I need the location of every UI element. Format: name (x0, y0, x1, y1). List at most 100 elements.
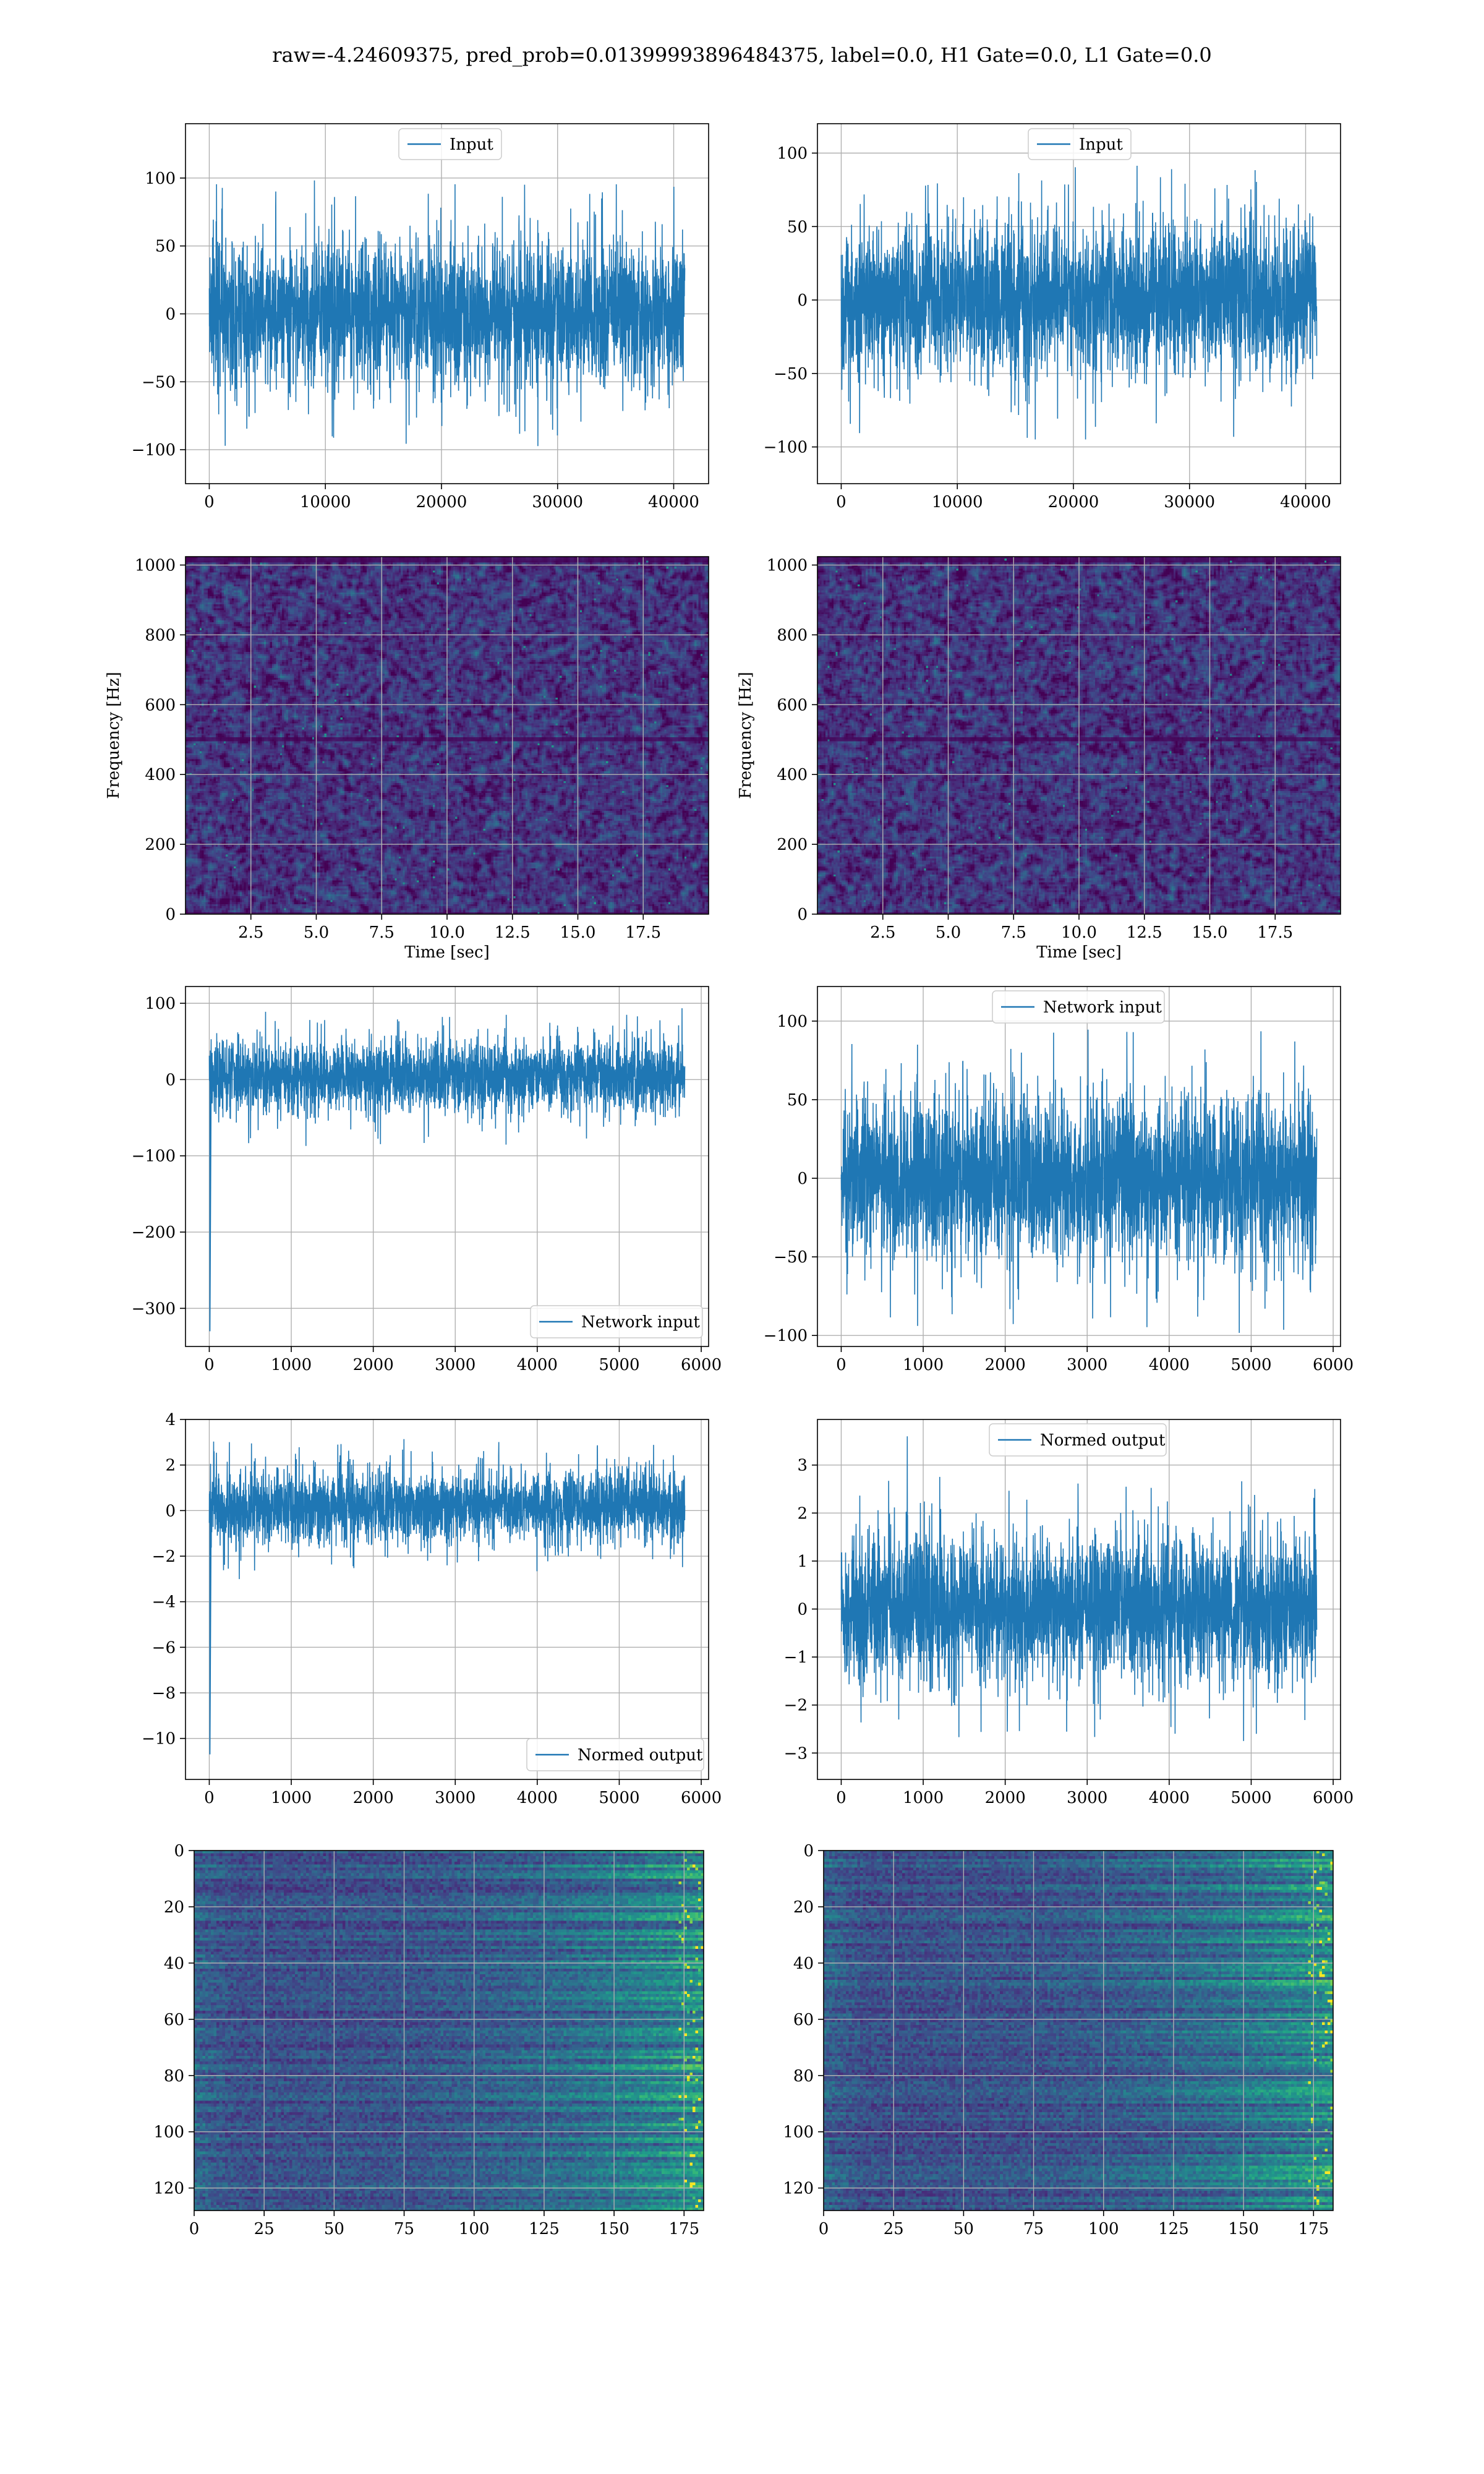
x-tick-label: 10000 (300, 493, 351, 511)
x-tick-label: 4000 (517, 1789, 558, 1807)
x-tick-label: 1000 (903, 1789, 944, 1807)
x-tick-label: 100 (1088, 2220, 1119, 2238)
y-tick-label: 200 (145, 836, 176, 854)
subplot-input_h1: 0 10000 20000 30000 40000 −100 −50 0 50 100 Input (132, 123, 709, 511)
series-line (840, 165, 1318, 440)
x-tick-label: 7.5 (1001, 923, 1026, 942)
x-axis-label: Time [sec] (404, 943, 490, 962)
y-tick-label: −300 (132, 1299, 176, 1318)
x-tick-label: 50 (324, 2220, 344, 2238)
y-tick-label: 600 (145, 696, 176, 714)
subplot-net_h1: 0 1000 2000 3000 4000 5000 6000 −300 −200 −100 0 10… (132, 986, 722, 1374)
plot-area (186, 1419, 709, 1779)
x-tick-label: 0 (836, 1356, 846, 1374)
legend: Input (398, 128, 502, 160)
y-tick-label: −4 (152, 1593, 176, 1612)
x-tick-label: 175 (1298, 2220, 1329, 2238)
y-axis-label: Frequency [Hz] (104, 672, 123, 799)
series-line (840, 1436, 1318, 1741)
y-tick-label: −100 (132, 1147, 176, 1166)
legend-label: Network input (581, 1313, 700, 1332)
subplot-spec_l1: 2.5 5.0 7.5 10.0 12.5 15.0 17.5 0 200 400 600 800 10… (736, 556, 1341, 962)
x-tick-label: 12.5 (495, 923, 531, 942)
y-tick-label: −50 (142, 373, 176, 392)
x-tick-label: 5000 (1230, 1356, 1271, 1374)
axes-frame (817, 1419, 1341, 1780)
legend: Network input (530, 1305, 703, 1338)
y-tick-label: 400 (777, 766, 808, 784)
legend: Input (1028, 128, 1132, 160)
axes-frame (185, 123, 709, 484)
y-tick-label: 0 (174, 1842, 184, 1860)
x-tick-label: 3000 (1067, 1789, 1107, 1807)
x-tick-label: 150 (1228, 2220, 1259, 2238)
x-tick-label: 0 (204, 493, 215, 511)
x-tick-label: 0 (819, 2220, 829, 2238)
legend-label: Normed output (578, 1746, 703, 1765)
y-tick-label: −50 (774, 1248, 808, 1267)
x-tick-label: 100 (459, 2220, 490, 2238)
subplot-spec_h1: 2.5 5.0 7.5 10.0 12.5 15.0 17.5 0 200 400 600 800 10… (104, 556, 709, 962)
x-tick-label: 6000 (681, 1789, 722, 1807)
x-tick-label: 50 (953, 2220, 974, 2238)
y-tick-label: −10 (142, 1730, 176, 1748)
y-tick-label: 2 (797, 1504, 808, 1523)
y-tick-label: 0 (797, 905, 808, 924)
y-tick-label: 120 (783, 2180, 814, 2198)
figure-suptitle: raw=-4.24609375, pred_prob=0.01399993896… (272, 43, 1212, 67)
legend: Normed output (989, 1423, 1167, 1457)
axes-frame (185, 1419, 709, 1780)
x-tick-label: 0 (204, 1789, 215, 1807)
y-tick-label: 80 (164, 2067, 184, 2086)
y-tick-label: 1 (797, 1552, 808, 1571)
x-tick-label: 2000 (353, 1789, 394, 1807)
subplot-input_l1: 0 10000 20000 30000 40000 −100 −50 0 50 100 Input (764, 123, 1341, 511)
x-tick-label: 15.0 (560, 923, 596, 942)
x-tick-label: 150 (599, 2220, 629, 2238)
y-tick-label: 20 (793, 1898, 814, 1917)
x-tick-label: 1000 (271, 1356, 312, 1374)
y-tick-label: 200 (777, 836, 808, 854)
x-tick-label: 4000 (517, 1356, 558, 1374)
y-tick-label: 0 (797, 1601, 808, 1619)
x-tick-label: 12.5 (1127, 923, 1162, 942)
y-tick-label: 0 (797, 1170, 808, 1188)
x-tick-label: 7.5 (369, 923, 394, 942)
axes-frame (185, 986, 709, 1347)
heatmap-image (824, 1851, 1333, 2211)
y-tick-label: 80 (793, 2067, 814, 2086)
x-tick-label: 15.0 (1192, 923, 1228, 942)
y-tick-label: 600 (777, 696, 808, 714)
legend-box (989, 1423, 1167, 1457)
y-tick-label: 0 (803, 1842, 814, 1860)
legend-box (1028, 128, 1132, 160)
x-tick-label: 1000 (903, 1356, 944, 1374)
y-tick-label: −1 (784, 1648, 808, 1667)
x-tick-label: 75 (1023, 2220, 1044, 2238)
x-tick-label: 4000 (1149, 1356, 1190, 1374)
subplot-norm_h1: 0 1000 2000 3000 4000 5000 6000 −10 −8 −6 −4 −2 0 2 4 N… (142, 1411, 722, 1807)
y-tick-label: −2 (784, 1697, 808, 1715)
x-tick-label: 10000 (932, 493, 983, 511)
y-tick-label: −8 (152, 1684, 176, 1703)
legend-label: Network input (1043, 998, 1162, 1017)
x-tick-label: 2.5 (870, 923, 895, 942)
x-tick-label: 175 (668, 2220, 699, 2238)
y-tick-label: −100 (132, 441, 176, 460)
y-tick-label: 800 (777, 626, 808, 644)
x-tick-label: 0 (836, 493, 846, 511)
x-tick-label: 20000 (416, 493, 467, 511)
axes-frame (817, 986, 1341, 1347)
y-tick-label: 100 (145, 169, 176, 188)
y-tick-label: 0 (165, 305, 176, 323)
x-tick-label: 17.5 (1257, 923, 1293, 942)
y-tick-label: 0 (797, 291, 808, 310)
x-tick-label: 3000 (435, 1789, 475, 1807)
x-tick-label: 125 (1158, 2220, 1189, 2238)
y-tick-label: 20 (164, 1898, 184, 1917)
legend-box (530, 1305, 703, 1338)
y-tick-label: 2 (165, 1457, 176, 1475)
x-tick-label: 6000 (1313, 1789, 1354, 1807)
x-axis-label: Time [sec] (1036, 943, 1122, 962)
